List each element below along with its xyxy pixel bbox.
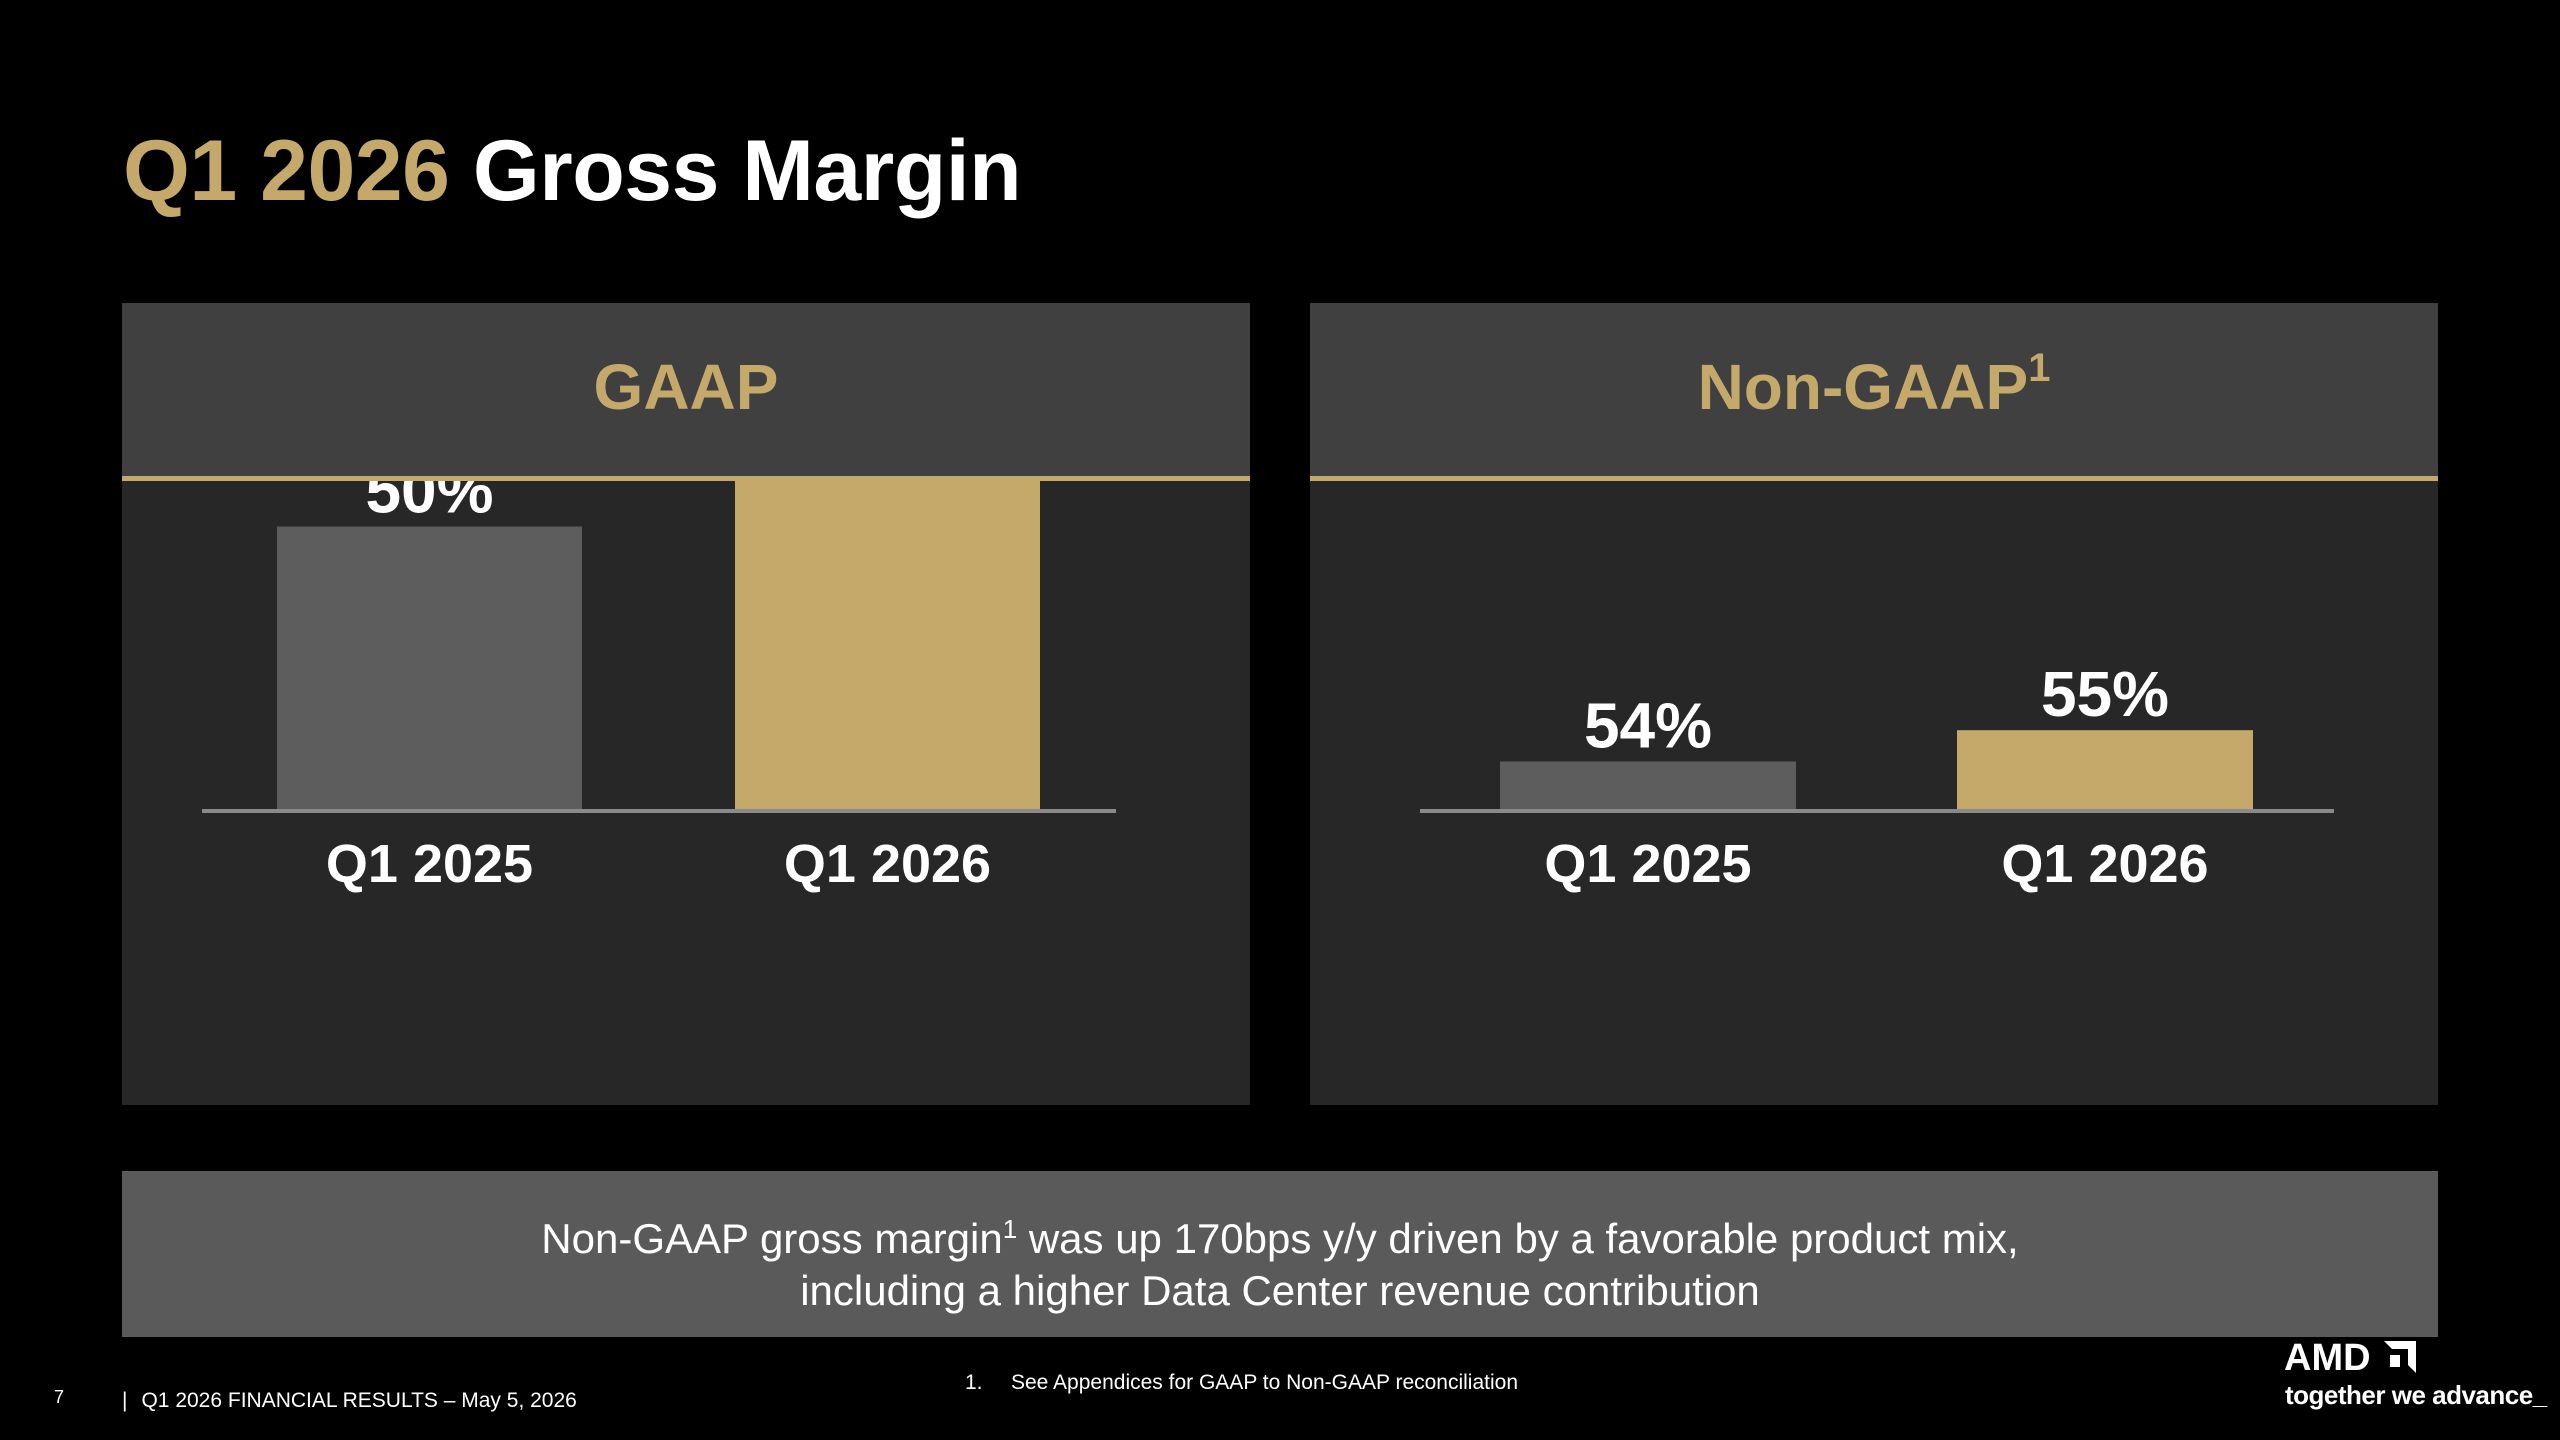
non-gaap-category-label: Q1 2025 [1544, 834, 1751, 894]
non-gaap-bar-q1-2026 [1957, 730, 2253, 810]
footer-label: Q1 2026 FINANCIAL RESULTS – May 5, 2026 [141, 1389, 577, 1412]
footnote-number: 1. [965, 1371, 983, 1394]
gaap-panel: GAAP 50%Q1 202553%Q1 2026 [122, 303, 1250, 1105]
non-gaap-panel-header: Non-GAAP1 [1310, 303, 2438, 481]
non-gaap-chart: 54% Q1 2025 55% Q1 2026 [1420, 658, 2334, 894]
non-gaap-bar-q1-2025 [1500, 761, 1796, 810]
footer-text: | Q1 2026 FINANCIAL RESULTS – May 5, 2026 [122, 1389, 577, 1413]
title-highlight: Q1 2026 [123, 123, 450, 219]
footer-separator: | [122, 1389, 128, 1412]
non-gaap-category-label: Q1 2026 [2001, 834, 2208, 894]
commentary-box: Non-GAAP gross margin1 was up 170bps y/y… [122, 1171, 2438, 1337]
slide-title: Q1 2026 Gross Margin [123, 128, 1022, 214]
amd-arrow-icon [2384, 1341, 2416, 1373]
amd-logo-text: AMD [2284, 1337, 2371, 1376]
title-rest: Gross Margin [472, 123, 1022, 219]
page-number: 7 [54, 1387, 65, 1407]
non-gaap-value-label: 54% [1584, 689, 1712, 761]
non-gaap-panel-title: Non-GAAP1 [1697, 345, 2051, 423]
footnote-text: See Appendices for GAAP to Non-GAAP reco… [1011, 1371, 1519, 1394]
commentary-text: Non-GAAP gross margin1 was up 170bps y/y… [541, 1214, 2019, 1314]
gaap-bar-q1-2025 [277, 526, 582, 810]
gaap-panel-header: GAAP [122, 303, 1250, 481]
gaap-bar-q1-2026 [735, 481, 1040, 810]
non-gaap-panel: Non-GAAP1 54% Q1 2025 55% Q1 2026 [1310, 303, 2438, 1105]
gaap-value-label: 50% [365, 481, 493, 527]
footnote: 1. See Appendices for GAAP to Non-GAAP re… [965, 1371, 1518, 1395]
amd-logo: AMD [2284, 1337, 2416, 1376]
gaap-category-label: Q1 2025 [326, 834, 533, 894]
non-gaap-value-label: 55% [2041, 658, 2169, 730]
gaap-chart: 50%Q1 202553%Q1 2026 [202, 481, 1116, 894]
brand-tagline: together we advance_ [2285, 1380, 2547, 1410]
non-gaap-footnote-marker: 1 [2028, 345, 2051, 390]
gaap-category-label: Q1 2026 [784, 834, 991, 894]
gaap-panel-title: GAAP [593, 351, 779, 423]
